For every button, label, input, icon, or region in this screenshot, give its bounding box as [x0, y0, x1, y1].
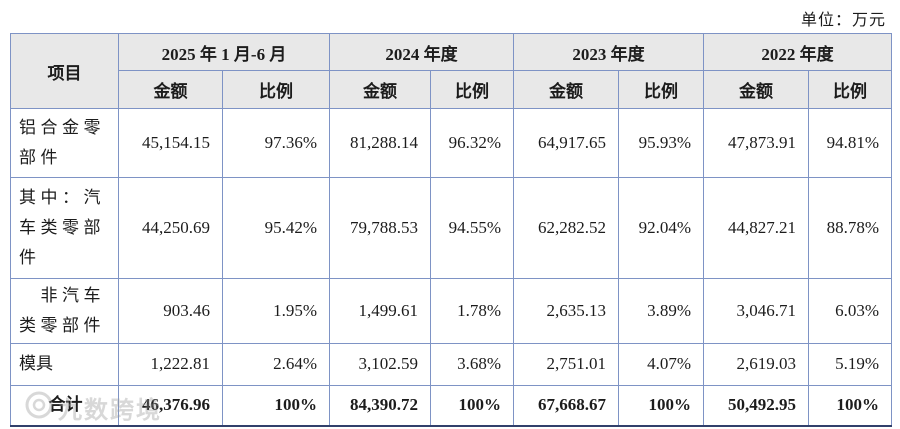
- header-amount-2023: 金额: [513, 70, 620, 109]
- cell-value: 79,788.53: [329, 177, 432, 279]
- cell-value: 81,288.14: [329, 108, 432, 178]
- header-ratio-2024: 比例: [430, 70, 515, 109]
- header-period-2024: 2024 年度: [329, 33, 515, 71]
- cell-value: 64,917.65: [513, 108, 620, 178]
- revenue-table: 项目 2025 年 1 月-6 月 2024 年度 2023 年度 2022 年…: [10, 33, 893, 427]
- cell-value: 5.19%: [808, 342, 893, 386]
- cell-value: 3.89%: [618, 278, 705, 344]
- header-item: 项目: [10, 33, 119, 109]
- cell-value: 3.68%: [430, 342, 515, 386]
- cell-value: 2,619.03: [703, 342, 810, 386]
- cell-value: 50,492.95: [703, 384, 810, 427]
- header-amount-2025: 金额: [118, 70, 223, 109]
- cell-value: 88.78%: [808, 177, 893, 279]
- table-row-molds: 模具 1,222.81 2.64% 3,102.59 3.68% 2,751.0…: [10, 342, 893, 386]
- cell-value: 100%: [808, 384, 893, 427]
- cell-value: 94.55%: [430, 177, 515, 279]
- row-label: 铝合金零 部件: [10, 108, 119, 178]
- cell-value: 4.07%: [618, 342, 705, 386]
- header-row-subcolumns: 金额 比例 金额 比例 金额 比例 金额 比例: [11, 70, 893, 109]
- cell-value: 95.93%: [618, 108, 705, 178]
- table-row-aluminum-parts: 铝合金零 部件 45,154.15 97.36% 81,288.14 96.32…: [10, 108, 893, 178]
- header-ratio-2022: 比例: [808, 70, 893, 109]
- cell-value: 1.95%: [221, 278, 331, 344]
- cell-value: 67,668.67: [513, 384, 620, 427]
- cell-value: 1.78%: [430, 278, 515, 344]
- cell-value: 97.36%: [221, 108, 331, 178]
- row-label: 非汽车 类零部件: [10, 278, 119, 344]
- cell-value: 84,390.72: [329, 384, 432, 427]
- cell-value: 45,154.15: [118, 108, 223, 178]
- table-row-total: 合计 46,376.96 100% 84,390.72 100% 67,668.…: [10, 384, 893, 427]
- header-period-2022: 2022 年度: [703, 33, 893, 71]
- table-row-non-auto-parts: 非汽车 类零部件 903.46 1.95% 1,499.61 1.78% 2,6…: [10, 278, 893, 344]
- header-period-2025: 2025 年 1 月-6 月: [117, 33, 331, 71]
- unit-label: 单位：万元: [800, 12, 886, 29]
- header-row-periods: 项目 2025 年 1 月-6 月 2024 年度 2023 年度 2022 年…: [10, 33, 893, 109]
- cell-value: 46,376.96: [118, 384, 223, 427]
- cell-value: 1,222.81: [118, 342, 223, 386]
- cell-value: 62,282.52: [513, 177, 620, 279]
- cell-value: 92.04%: [618, 177, 705, 279]
- table-row-auto-parts: 其中：汽 车类零部 件 44,250.69 95.42% 79,788.53 9…: [10, 177, 893, 279]
- cell-value: 6.03%: [808, 278, 893, 344]
- cell-value: 100%: [221, 384, 331, 427]
- cell-value: 3,046.71: [703, 278, 810, 344]
- header-period-2023: 2023 年度: [513, 33, 705, 71]
- cell-value: 100%: [618, 384, 705, 427]
- cell-value: 2,751.01: [513, 342, 620, 386]
- cell-value: 2.64%: [221, 342, 331, 386]
- cell-value: 1,499.61: [329, 278, 432, 344]
- row-label-total: 合计: [10, 384, 119, 427]
- cell-value: 2,635.13: [513, 278, 620, 344]
- header-amount-2022: 金额: [703, 70, 810, 109]
- cell-value: 903.46: [118, 278, 223, 344]
- cell-value: 47,873.91: [703, 108, 810, 178]
- header-amount-2024: 金额: [329, 70, 432, 109]
- cell-value: 95.42%: [221, 177, 331, 279]
- cell-value: 44,250.69: [118, 177, 223, 279]
- row-label: 模具: [10, 342, 119, 386]
- cell-value: 3,102.59: [329, 342, 432, 386]
- row-label: 其中：汽 车类零部 件: [10, 177, 119, 279]
- header-ratio-2025: 比例: [221, 70, 331, 109]
- cell-value: 94.81%: [808, 108, 893, 178]
- header-ratio-2023: 比例: [618, 70, 705, 109]
- cell-value: 100%: [430, 384, 515, 427]
- cell-value: 96.32%: [430, 108, 515, 178]
- cell-value: 44,827.21: [703, 177, 810, 279]
